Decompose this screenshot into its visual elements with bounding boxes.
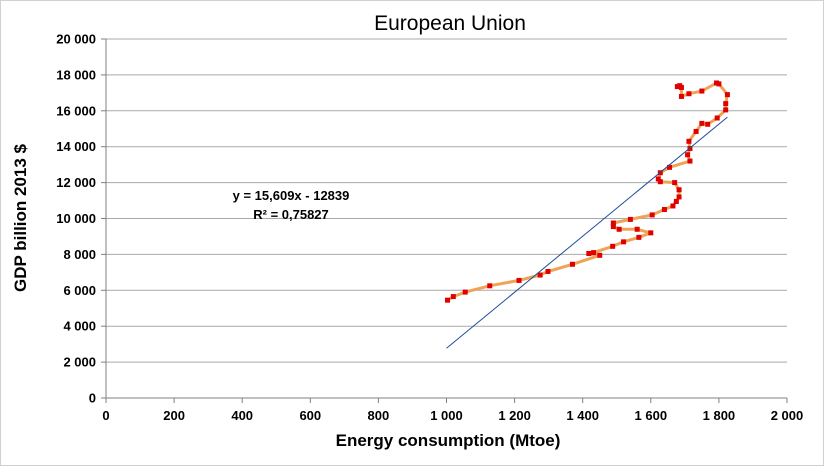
x-axis-title: Energy consumption (Mtoe) — [336, 431, 561, 450]
data-point — [673, 198, 679, 204]
x-tick-label: 0 — [102, 408, 109, 423]
y-tick-label: 6 000 — [63, 283, 96, 298]
y-tick-label: 16 000 — [56, 103, 96, 118]
trendline — [446, 116, 728, 349]
data-point — [670, 203, 676, 209]
data-point — [610, 243, 616, 249]
trendline-layer — [446, 116, 728, 349]
data-point — [686, 138, 692, 144]
y-tick-label: 0 — [89, 391, 96, 406]
axis-layer: 0 2 000 4 000 6 000 8 000 10 000 12 000 14 000 1… — [56, 32, 803, 424]
data-point — [516, 277, 522, 283]
data-point — [616, 226, 622, 232]
data-point — [487, 283, 493, 289]
grid-layer — [106, 38, 787, 363]
data-point — [634, 226, 640, 232]
data-point — [687, 158, 693, 164]
y-tick-label: 18 000 — [56, 67, 96, 82]
data-point — [723, 107, 729, 113]
data-point — [714, 80, 720, 86]
data-point — [699, 120, 705, 126]
y-tick-label: 4 000 — [63, 319, 96, 334]
y-tick-label: 10 000 — [56, 211, 96, 226]
data-point — [591, 250, 597, 256]
data-point — [724, 92, 730, 98]
data-point — [667, 164, 673, 170]
data-point — [699, 88, 705, 94]
data-point — [610, 220, 616, 226]
data-point — [537, 272, 543, 278]
data-point — [621, 239, 627, 245]
x-tick-label: 200 — [163, 408, 185, 423]
data-point — [676, 194, 682, 200]
data-point — [450, 294, 456, 300]
x-tick-label: 2 000 — [771, 408, 804, 423]
x-tick-label: 1 200 — [498, 408, 531, 423]
trendline-r-squared: R² = 0,75827 — [253, 207, 329, 222]
x-tick-label: 1 800 — [703, 408, 736, 423]
y-tick-label: 20 000 — [56, 32, 96, 47]
y-tick-label: 14 000 — [56, 139, 96, 154]
data-point — [693, 128, 699, 134]
data-point — [723, 101, 729, 107]
data-point — [686, 91, 692, 97]
y-tick-label: 2 000 — [63, 355, 96, 370]
x-tick-label: 1 600 — [635, 408, 668, 423]
x-tick-label: 1 400 — [566, 408, 599, 423]
data-point — [685, 152, 691, 158]
data-point — [610, 224, 616, 230]
data-point — [661, 207, 667, 213]
data-point — [586, 251, 592, 257]
x-tick-label: 400 — [231, 408, 253, 423]
data-point — [445, 297, 451, 303]
data-point — [597, 252, 603, 258]
chart-title: European Union — [374, 12, 526, 35]
data-point — [569, 261, 575, 267]
data-point — [649, 212, 655, 218]
trendline-equation: y = 15,609x - 12839 — [233, 188, 350, 203]
data-point — [678, 93, 684, 99]
data-point — [648, 230, 654, 236]
y-tick-label: 8 000 — [63, 247, 96, 262]
data-point — [677, 83, 683, 89]
x-tick-label: 1 000 — [430, 408, 463, 423]
x-tick-label: 600 — [299, 408, 321, 423]
y-axis-title: GDP billion 2013 $ — [11, 143, 30, 292]
data-point — [462, 289, 468, 295]
data-point — [636, 234, 642, 240]
series-layer — [445, 80, 730, 303]
x-tick-label: 800 — [368, 408, 390, 423]
data-point — [545, 268, 551, 274]
data-point — [655, 176, 661, 182]
y-tick-label: 12 000 — [56, 175, 96, 190]
data-point — [657, 179, 663, 185]
data-point — [627, 216, 633, 222]
data-point — [705, 121, 711, 127]
data-point — [672, 180, 678, 186]
data-point — [714, 115, 720, 121]
data-point — [676, 187, 682, 193]
